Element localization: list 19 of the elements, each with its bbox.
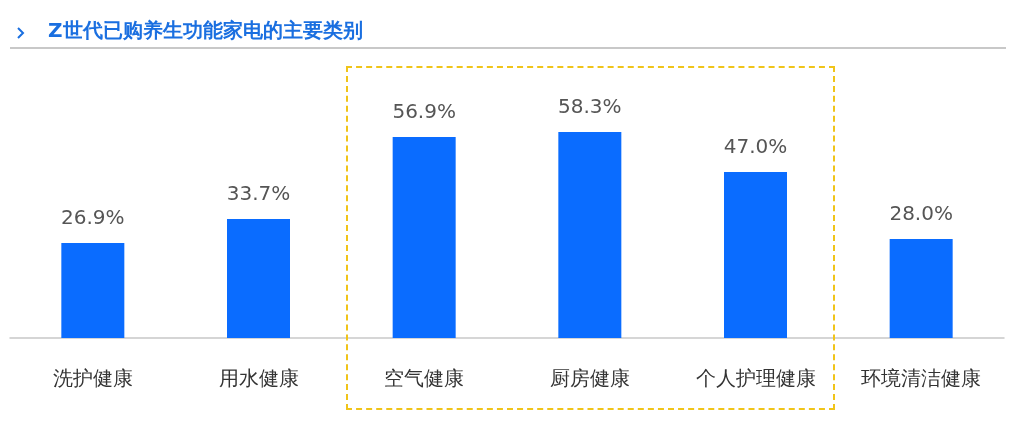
bar xyxy=(558,132,622,338)
x-tick-label: 环境清洁健康 xyxy=(861,366,982,390)
bar xyxy=(889,239,953,338)
bar xyxy=(724,171,787,338)
x-tick-label: 洗护健康 xyxy=(52,366,133,390)
bar xyxy=(392,136,456,338)
bar xyxy=(61,242,125,338)
chart-title: Z世代已购养生功能家电的主要类别 xyxy=(48,17,363,44)
data-label: 33.7% xyxy=(226,180,291,205)
x-tick-label: 厨房健康 xyxy=(549,366,630,390)
data-label: 58.3% xyxy=(558,94,622,118)
data-label: 47.0% xyxy=(723,133,788,158)
data-label: 26.9% xyxy=(61,204,125,229)
data-label: 56.9% xyxy=(392,98,456,123)
bar xyxy=(227,218,290,338)
x-tick-label: 空气健康 xyxy=(384,366,465,390)
data-label: 28.0% xyxy=(889,201,953,226)
x-tick-label: 个人护理健康 xyxy=(695,366,816,390)
x-tick-label: 用水健康 xyxy=(218,366,299,390)
